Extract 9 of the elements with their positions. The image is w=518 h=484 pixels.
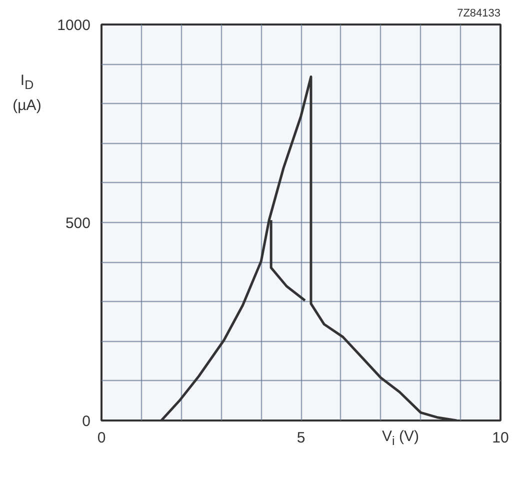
y-tick-label: 1000 [57,17,91,34]
y-tick-label: 500 [65,215,91,232]
text: 7Z84133 [457,8,501,20]
x-axis-title: V$_{i}$ (V) [382,427,419,450]
y-tick-label: 0 [82,413,90,430]
x-tick-label: 5 [296,430,306,446]
y-axis-title: I$_{D}$ (µA) [12,71,42,116]
x-tick-label: 0 [97,430,106,446]
x-tick-label: 10 [492,430,509,446]
